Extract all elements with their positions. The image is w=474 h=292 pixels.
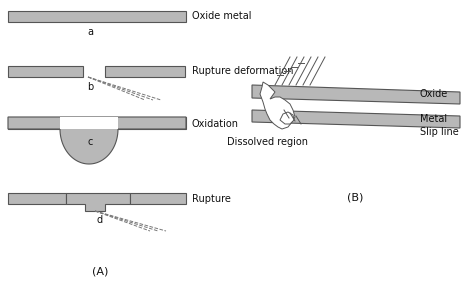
Text: Rupture deformation: Rupture deformation	[192, 66, 293, 76]
Polygon shape	[66, 193, 130, 211]
Bar	[105, 66, 185, 77]
Polygon shape	[8, 117, 186, 164]
Polygon shape	[280, 112, 294, 124]
Polygon shape	[252, 110, 460, 128]
Text: Dissolved region: Dissolved region	[228, 137, 309, 147]
Bar	[8, 66, 83, 77]
Text: Rupture: Rupture	[192, 194, 231, 204]
Text: b: b	[87, 82, 93, 92]
Bar	[8, 11, 186, 22]
Bar	[60, 117, 118, 129]
Text: d: d	[97, 215, 103, 225]
Text: Oxide metal: Oxide metal	[192, 11, 252, 21]
Text: c: c	[87, 137, 93, 147]
Text: Oxide: Oxide	[420, 89, 448, 99]
Polygon shape	[252, 85, 460, 104]
Text: Oxidation: Oxidation	[192, 119, 239, 129]
Bar	[8, 117, 186, 129]
Text: Slip line: Slip line	[420, 127, 459, 137]
Text: a: a	[87, 27, 93, 37]
Polygon shape	[260, 82, 295, 129]
Bar	[8, 193, 66, 204]
Text: Metal: Metal	[420, 114, 447, 124]
Bar	[130, 193, 186, 204]
Text: (B): (B)	[347, 192, 363, 202]
Text: (A): (A)	[92, 267, 108, 277]
